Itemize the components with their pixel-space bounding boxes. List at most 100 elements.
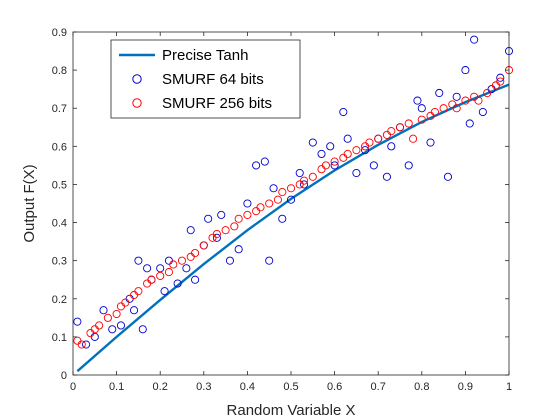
legend-box — [110, 39, 301, 119]
point-smurf-64 — [300, 180, 309, 189]
point-smurf-256 — [265, 199, 274, 208]
point-smurf-256 — [121, 298, 130, 307]
point-smurf-256 — [147, 275, 156, 284]
point-smurf-64 — [73, 317, 82, 326]
y-tick-label: 0.7 — [52, 103, 67, 115]
point-smurf-64 — [361, 146, 370, 155]
point-smurf-256 — [387, 127, 396, 136]
point-smurf-256 — [395, 123, 405, 132]
legend-label: Precise Tanh — [162, 47, 248, 64]
point-smurf-64 — [191, 275, 200, 284]
point-smurf-64 — [212, 233, 221, 242]
x-tick-label: 0.5 — [283, 381, 298, 393]
point-smurf-256 — [300, 176, 309, 185]
point-smurf-64 — [252, 161, 261, 170]
point-smurf-64 — [108, 325, 117, 334]
point-smurf-64 — [82, 340, 91, 349]
point-smurf-64 — [269, 184, 278, 193]
point-smurf-64 — [317, 149, 326, 159]
point-smurf-64 — [382, 172, 391, 181]
point-smurf-256 — [103, 313, 112, 322]
point-smurf-256 — [234, 214, 243, 223]
point-smurf-256 — [404, 119, 413, 128]
point-smurf-64 — [217, 210, 226, 219]
point-smurf-256 — [365, 138, 374, 147]
point-smurf-256 — [256, 203, 265, 212]
point-smurf-64 — [369, 161, 378, 170]
point-smurf-64 — [470, 35, 479, 44]
legend-swatch-marker — [132, 98, 142, 108]
point-smurf-256 — [352, 146, 361, 155]
point-smurf-256 — [169, 260, 178, 269]
y-tick-label: 0.2 — [52, 294, 67, 306]
point-smurf-256 — [134, 287, 143, 296]
chart-marks — [73, 35, 514, 373]
point-smurf-64 — [134, 256, 143, 265]
y-tick-label: 0.4 — [52, 218, 67, 230]
point-smurf-64 — [278, 214, 287, 223]
point-smurf-256 — [409, 134, 418, 143]
y-tick-label: 0.6 — [52, 141, 67, 153]
point-smurf-64 — [496, 73, 505, 82]
x-tick-label: 0.8 — [414, 381, 429, 393]
point-smurf-64 — [308, 138, 317, 147]
point-smurf-64 — [343, 134, 352, 143]
point-smurf-64 — [461, 66, 470, 75]
x-tick-label: 0.9 — [458, 381, 473, 393]
x-axis-title: Random Variable X — [227, 402, 356, 419]
point-smurf-256 — [230, 222, 239, 231]
x-tick-label: 0.7 — [371, 381, 386, 393]
x-tick-label: 0.1 — [109, 381, 124, 393]
y-tick-label: 0.1 — [52, 332, 67, 344]
y-tick-label: 0 — [61, 370, 67, 382]
point-smurf-64 — [286, 195, 296, 204]
point-smurf-256 — [430, 107, 439, 117]
x-tick-label: 0.6 — [327, 381, 342, 393]
point-smurf-64 — [404, 161, 413, 170]
point-smurf-256 — [156, 271, 165, 280]
point-smurf-64 — [129, 306, 139, 315]
point-smurf-64 — [138, 325, 147, 334]
point-smurf-256 — [112, 309, 121, 319]
chart-axes: 0 0.1 0.2 0.3 0.4 0.5 0.6 0.7 0.8 0.9 1 0 0.1 0.2 0.3 0… — [52, 27, 512, 393]
point-smurf-256 — [286, 184, 296, 193]
point-smurf-256 — [461, 96, 470, 105]
point-smurf-256 — [330, 157, 339, 166]
point-smurf-256 — [496, 77, 505, 86]
point-smurf-256 — [417, 115, 426, 124]
x-tick-label: 0 — [70, 381, 76, 393]
point-smurf-64 — [387, 142, 396, 151]
y-tick-label: 0.8 — [52, 65, 67, 77]
point-smurf-64 — [443, 172, 453, 181]
x-tick-label: 1 — [506, 381, 512, 393]
point-smurf-256 — [164, 268, 173, 277]
point-smurf-256 — [191, 248, 200, 258]
point-smurf-64 — [452, 92, 461, 101]
point-smurf-64 — [143, 264, 152, 273]
point-smurf-256 — [95, 321, 104, 330]
point-smurf-256 — [474, 96, 483, 105]
point-smurf-256 — [321, 161, 330, 170]
point-smurf-64 — [339, 107, 348, 117]
point-smurf-64 — [260, 157, 269, 166]
point-smurf-64 — [204, 214, 213, 223]
point-smurf-64 — [234, 245, 243, 254]
y-tick-label: 0.9 — [52, 27, 67, 39]
point-smurf-64 — [243, 199, 252, 208]
point-smurf-256 — [77, 340, 86, 349]
y-axis-title: Output F(X) — [21, 164, 38, 242]
point-smurf-256 — [483, 88, 492, 98]
x-tick-label: 0.2 — [153, 381, 168, 393]
point-smurf-64 — [116, 321, 126, 330]
point-smurf-256 — [374, 134, 383, 143]
legend-swatch-marker — [132, 74, 142, 84]
point-smurf-256 — [221, 226, 230, 235]
point-smurf-256 — [308, 172, 317, 181]
point-smurf-64 — [413, 96, 422, 105]
x-tick-label: 0.4 — [240, 381, 255, 393]
point-smurf-64 — [478, 107, 487, 117]
point-smurf-64 — [435, 88, 444, 98]
point-smurf-64 — [99, 306, 108, 315]
plot-frame — [72, 31, 510, 376]
